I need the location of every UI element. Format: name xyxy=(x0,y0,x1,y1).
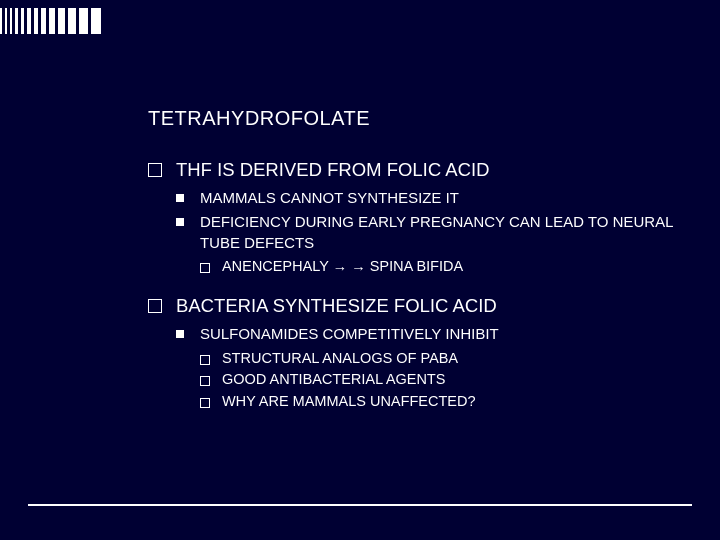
list-item: DEFICIENCY DURING EARLY PREGNANCY CAN LE… xyxy=(176,213,680,277)
item-text: GOOD ANTIBACTERIAL AGENTS xyxy=(222,372,445,388)
list-item: BACTERIA SYNTHESIZE FOLIC ACID SULFONAMI… xyxy=(148,295,680,412)
item-text: BACTERIA SYNTHESIZE FOLIC ACID xyxy=(176,295,497,316)
list-item: THF IS DERIVED FROM FOLIC ACID MAMMALS C… xyxy=(148,159,680,277)
bullet-list-lvl2: SULFONAMIDES COMPETITIVELY INHIBIT STRUC… xyxy=(176,325,680,412)
bottom-rule xyxy=(28,504,692,506)
corner-decor xyxy=(0,8,104,34)
bullet-list-lvl1: THF IS DERIVED FROM FOLIC ACID MAMMALS C… xyxy=(148,159,680,412)
list-item: MAMMALS CANNOT SYNTHESIZE IT xyxy=(176,189,680,209)
item-text: THF IS DERIVED FROM FOLIC ACID xyxy=(176,159,490,180)
slide-title: TETRAHYDROFOLATE xyxy=(148,108,680,131)
item-text: DEFICIENCY DURING EARLY PREGNANCY CAN LE… xyxy=(200,214,673,251)
list-item: STRUCTURAL ANALOGS OF PABA xyxy=(200,350,680,370)
list-item: SULFONAMIDES COMPETITIVELY INHIBIT STRUC… xyxy=(176,325,680,412)
list-item: WHY ARE MAMMALS UNAFFECTED? xyxy=(200,393,680,413)
item-text: STRUCTURAL ANALOGS OF PABA xyxy=(222,351,458,367)
item-text: ANENCEPHALY → → SPINA BIFIDA xyxy=(222,259,463,275)
item-text: MAMMALS CANNOT SYNTHESIZE IT xyxy=(200,190,459,207)
bullet-list-lvl2: MAMMALS CANNOT SYNTHESIZE IT DEFICIENCY … xyxy=(176,189,680,277)
list-item: GOOD ANTIBACTERIAL AGENTS xyxy=(200,371,680,391)
list-item: ANENCEPHALY → → SPINA BIFIDA xyxy=(200,258,680,278)
bullet-list-lvl3: STRUCTURAL ANALOGS OF PABA GOOD ANTIBACT… xyxy=(200,350,680,413)
bullet-list-lvl3: ANENCEPHALY → → SPINA BIFIDA xyxy=(200,258,680,278)
slide-content: TETRAHYDROFOLATE THF IS DERIVED FROM FOL… xyxy=(148,108,680,430)
item-text: WHY ARE MAMMALS UNAFFECTED? xyxy=(222,394,476,410)
item-text: SULFONAMIDES COMPETITIVELY INHIBIT xyxy=(200,326,499,343)
